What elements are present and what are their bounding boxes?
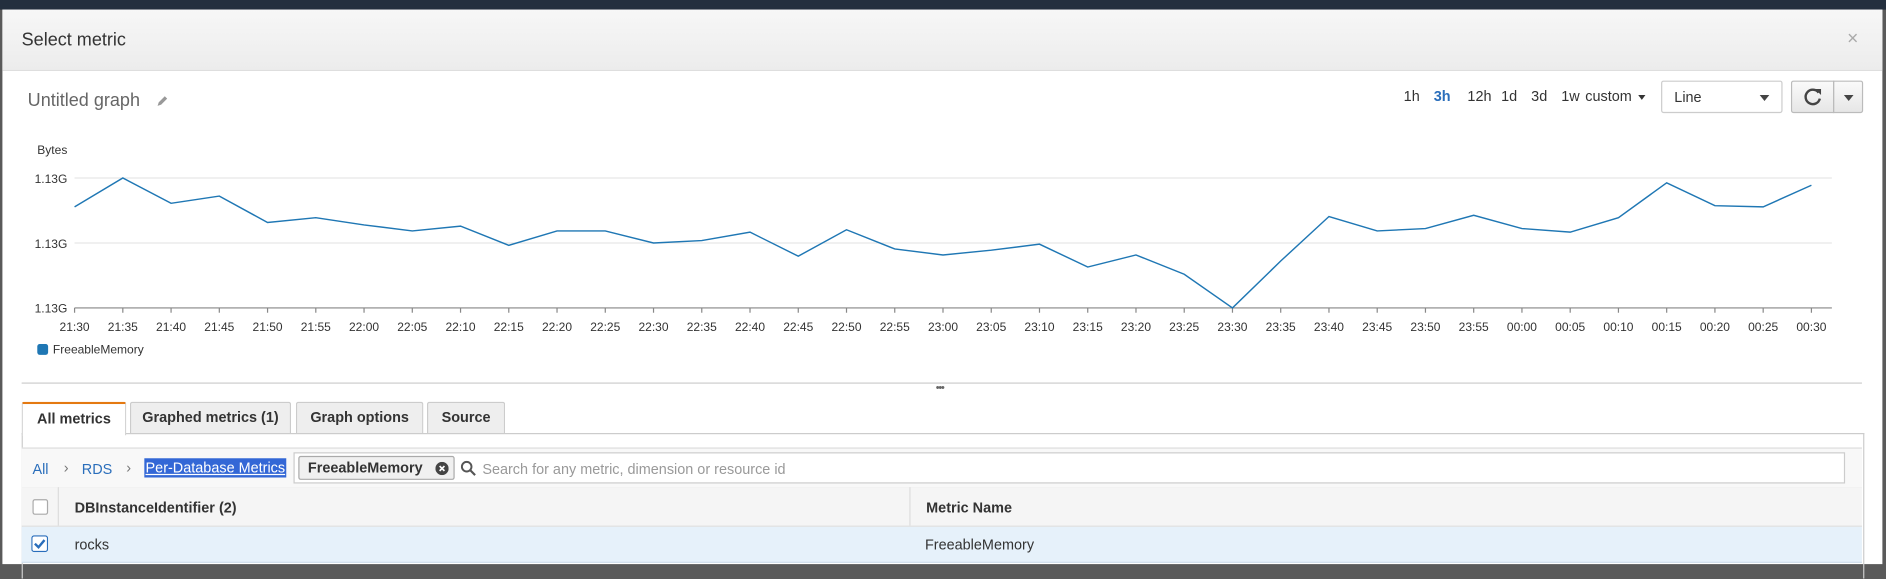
custom-caret [1638,95,1646,100]
x-tick-label: 22:45 [783,320,813,334]
refresh-button[interactable] [1790,80,1835,114]
close-button[interactable]: × [1847,28,1859,50]
x-tick-label: 22:10 [445,320,475,334]
table-row[interactable]: rocks FreeableMemory [21,526,1862,563]
time-range[interactable]: 1d [1501,87,1518,105]
tab[interactable]: Graphed metrics (1) [129,401,292,434]
breadcrumb[interactable]: All [32,460,49,478]
table-header: DBInstanceIdentifier (2) Metric Name [21,487,1862,527]
tab[interactable]: Graph options [295,401,424,434]
y-tick-label: 1.13G [35,172,68,186]
x-tick-label: 21:40 [156,320,186,334]
x-tick-label: 21:35 [108,320,138,334]
x-tick-label: 23:30 [1217,320,1247,334]
x-tick-label: 21:30 [60,320,90,334]
modal-title: Select metric [21,30,126,51]
x-tick-label: 22:55 [880,320,910,334]
y-tick-label: 1.13G [35,302,68,316]
x-tick-label: 23:15 [1073,320,1103,334]
x-tick-label: 23:55 [1459,320,1489,334]
chip-label: FreeableMemory [307,459,423,477]
time-range[interactable]: 1h [1403,87,1420,105]
time-range[interactable]: 3h [1433,87,1451,105]
modal-header: Select metric × [2,9,1883,71]
modal: Select metric × Untitled graph Line Byte… [2,9,1883,579]
x-tick-label: 22:05 [397,320,427,334]
row-checkbox[interactable] [31,535,49,553]
view-value: Line [1674,89,1702,106]
x-tick-label: 23:05 [976,320,1006,334]
legend-label: FreeableMemory [53,343,144,357]
x-tick-label: 23:20 [1121,320,1151,334]
cell: rocks [74,536,110,554]
x-tick-label: 21:55 [301,320,331,334]
chart: Bytes 1.13G 1.13G 1.13G 21:30 21:35 21:40 21:45… [35,143,1832,357]
edit-icon[interactable] [155,94,169,108]
view-select[interactable]: Line [1661,80,1783,114]
x-tick-label: 23:40 [1314,320,1344,334]
x-tick-label: 23:45 [1362,320,1392,334]
time-range[interactable]: 12h [1467,87,1492,105]
time-range[interactable]: custom [1585,87,1632,105]
x-tick-label: 00:15 [1652,320,1682,334]
x-tick-label: 22:35 [687,320,717,334]
x-tick-label: 22:50 [831,320,861,334]
line-series [74,177,1812,309]
y-tick-label: 1.13G [35,237,68,251]
x-tick-label: 22:00 [349,320,379,334]
column-header[interactable]: Metric Name [926,499,1013,517]
search-icon [460,460,476,476]
column-header[interactable]: DBInstanceIdentifier (2) [74,499,237,517]
x-tick-label: 21:50 [253,320,283,334]
x-tick-label: 00:25 [1748,320,1778,334]
search-placeholder: Search for any metric, dimension or reso… [482,460,786,478]
x-tick-label: 21:45 [204,320,234,334]
time-range[interactable]: 1w [1561,87,1580,105]
x-tick-label: 23:50 [1410,320,1440,334]
divider [21,382,1862,384]
breadcrumb[interactable]: RDS [81,460,113,478]
refresh-options[interactable] [1833,80,1864,114]
breadcrumb-current: Per-Database Metrics [144,458,287,478]
graph-title[interactable]: Untitled graph [27,90,141,111]
filter-chip: FreeableMemory [298,455,456,480]
x-tick-label: 00:10 [1603,320,1633,334]
cell: FreeableMemory [924,536,1035,554]
x-tick-label: 23:35 [1266,320,1296,334]
select-all-checkbox[interactable] [32,499,49,515]
x-tick-label: 23:00 [928,320,958,334]
x-tick-label: 22:25 [590,320,620,334]
breadcrumb-bar: All › RDS › Per-Database Metrics Freeabl… [21,447,1862,489]
tab[interactable]: Source [426,401,506,434]
search-box[interactable]: FreeableMemory Search for any metric, di… [293,452,1846,484]
x-tick-label: 00:30 [1796,320,1826,334]
chip-remove[interactable] [435,461,450,476]
x-tick-label: 00:00 [1507,320,1537,334]
x-tick-label: 00:05 [1555,320,1585,334]
x-tick-label: 22:40 [735,320,765,334]
x-tick-label: 23:10 [1024,320,1054,334]
x-tick-label: 00:20 [1700,320,1730,334]
time-range[interactable]: 3d [1531,87,1548,105]
resize-handle[interactable]: ••• [935,381,945,394]
top-nav-bar [0,0,1886,10]
refresh-icon [1804,88,1822,106]
y-axis-label: Bytes [37,143,67,157]
legend-swatch [37,344,49,355]
x-tick-label: 22:30 [638,320,668,334]
tab[interactable]: All metrics [21,401,127,436]
x-tick-label: 22:15 [494,320,524,334]
x-tick-label: 23:25 [1169,320,1199,334]
x-tick-label: 22:20 [542,320,572,334]
